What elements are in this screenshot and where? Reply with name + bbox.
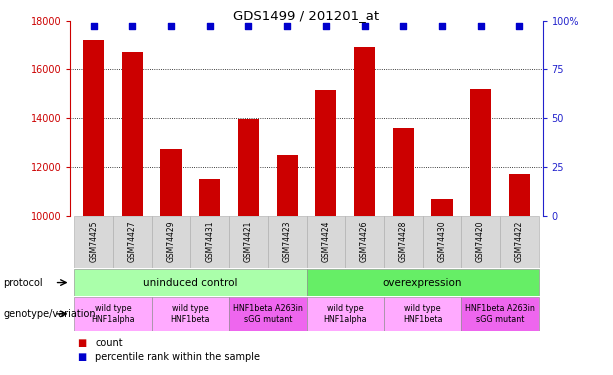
Point [437,24,447,30]
Bar [199,179,221,375]
Text: GSM74426: GSM74426 [360,220,369,262]
Text: percentile rank within the sample: percentile rank within the sample [95,352,260,362]
Text: wild type
HNF1alpha: wild type HNF1alpha [91,304,135,324]
Text: ■: ■ [77,352,86,362]
Text: GSM74430: GSM74430 [438,220,446,262]
FancyBboxPatch shape [500,216,539,268]
Point [514,24,524,30]
Text: GSM74425: GSM74425 [89,220,98,262]
FancyBboxPatch shape [74,216,113,268]
Bar [432,199,452,375]
Point [205,24,215,30]
Text: GSM74420: GSM74420 [476,220,485,262]
Text: wild type
HNF1beta: wild type HNF1beta [403,304,443,324]
Text: uninduced control: uninduced control [143,278,238,288]
FancyBboxPatch shape [384,216,422,268]
Text: HNF1beta A263in
sGG mutant: HNF1beta A263in sGG mutant [233,304,303,324]
Text: GSM74431: GSM74431 [205,220,215,262]
FancyBboxPatch shape [306,216,345,268]
Bar [83,40,104,375]
Point [321,24,331,30]
Bar [354,48,375,375]
FancyBboxPatch shape [152,216,191,268]
Text: GSM74423: GSM74423 [283,220,292,262]
FancyBboxPatch shape [306,269,539,296]
Bar [470,89,491,375]
Text: GSM74421: GSM74421 [244,220,253,262]
Point [243,24,253,30]
FancyBboxPatch shape [306,297,384,331]
Point [128,24,137,30]
FancyBboxPatch shape [461,297,539,331]
Text: ■: ■ [77,338,86,348]
FancyBboxPatch shape [461,216,500,268]
Point [360,24,370,30]
FancyBboxPatch shape [74,269,306,296]
FancyBboxPatch shape [74,297,152,331]
Text: wild type
HNF1alpha: wild type HNF1alpha [324,304,367,324]
FancyBboxPatch shape [268,216,306,268]
Text: count: count [95,338,123,348]
FancyBboxPatch shape [384,297,461,331]
Point [398,24,408,30]
Text: overexpression: overexpression [383,278,462,288]
FancyBboxPatch shape [113,216,152,268]
Text: genotype/variation: genotype/variation [3,309,96,319]
Text: wild type
HNF1beta: wild type HNF1beta [170,304,210,324]
Point [282,24,292,30]
Bar [392,128,414,375]
Bar [122,53,143,375]
FancyBboxPatch shape [152,297,229,331]
FancyBboxPatch shape [345,216,384,268]
Text: GSM74424: GSM74424 [321,220,330,262]
FancyBboxPatch shape [191,216,229,268]
Point [166,24,176,30]
FancyBboxPatch shape [229,297,306,331]
Bar [276,154,298,375]
Text: GSM74427: GSM74427 [128,220,137,262]
Text: GSM74428: GSM74428 [398,220,408,262]
Bar [161,148,181,375]
Text: GSM74422: GSM74422 [515,220,524,262]
Text: GSM74429: GSM74429 [167,220,175,262]
FancyBboxPatch shape [229,216,268,268]
FancyBboxPatch shape [422,216,461,268]
Text: protocol: protocol [3,278,43,288]
Bar [238,119,259,375]
Point [476,24,485,30]
Text: HNF1beta A263in
sGG mutant: HNF1beta A263in sGG mutant [465,304,535,324]
Point [89,24,99,30]
Bar [509,174,530,375]
Bar [315,90,337,375]
Text: GDS1499 / 201201_at: GDS1499 / 201201_at [234,9,379,22]
